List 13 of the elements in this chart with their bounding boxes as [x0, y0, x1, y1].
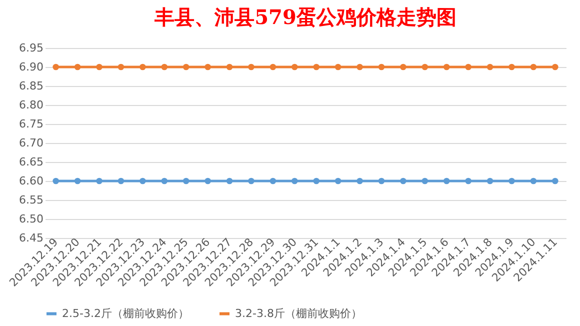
y-tick-label: 6.55 [19, 194, 44, 206]
y-tick-label: 6.90 [19, 60, 44, 74]
y-tick-label: 6.65 [19, 156, 44, 168]
legend-label: 3.2-3.8斤（棚前收购价） [235, 306, 362, 320]
y-tick-label: 6.85 [19, 80, 44, 92]
y-tick-label: 6.75 [19, 118, 44, 130]
y-tick-label: 6.50 [19, 212, 44, 226]
legend-label: 2.5-3.2斤（棚前收购价） [62, 306, 189, 320]
y-tick-label: 6.95 [19, 42, 44, 54]
y-tick-label: 6.80 [19, 98, 44, 112]
y-tick-label: 6.60 [19, 174, 44, 188]
chart-title: 丰县、沛县579蛋公鸡价格走势图 [154, 5, 456, 29]
y-tick-label: 6.70 [19, 136, 44, 150]
